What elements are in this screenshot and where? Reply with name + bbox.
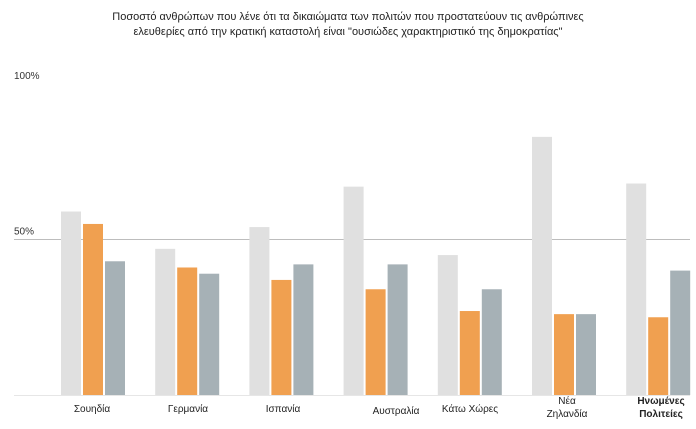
bar-1-series-2 [83,223,103,395]
category-label-7: Ηνωμένες Πολιτείες [637,396,684,420]
y-tick-label-50: 50% [14,227,34,238]
labels: Σουηδία Γερμανία Ισπανία Αυστραλία Κάτω Χώρε… [74,395,685,420]
category-label-6-line-2: Ζηλανδία [547,408,588,420]
bar-3-series-3 [293,264,314,395]
chart-title-line-1: Ποσοστό ανθρώπων που λένε ότι τα δικαιώμ… [112,11,584,23]
bar-4-series-1 [343,186,364,395]
bar-2-series-3 [199,273,220,395]
category-label-6: Νέα Ζηλανδία [547,395,588,420]
category-label-2: Γερμανία [168,403,208,415]
bar-5-series-1 [437,255,458,395]
category-label-4-line-1: Αυστραλία [373,405,420,417]
category-label-1: Σουηδία [74,403,111,415]
bar-7-series-3 [670,270,691,395]
chart-title-line-2: ελευθερίες από την κρατική καταστολή είν… [133,26,563,38]
category-label-5: Κάτω Χώρες [442,403,498,415]
bar-2-series-2 [177,267,198,395]
bar-6-series-1 [532,136,552,395]
category-label-3: Ισπανία [266,403,301,415]
bars [61,136,691,395]
category-label-5-line-1: Κάτω Χώρες [442,403,498,415]
category-label-7-line-1: Ηνωμένες [637,396,684,407]
y-tick-label-100: 100% [14,71,40,82]
category-label-7-line-2: Πολιτείες [639,409,683,420]
axes: 100% 50% [14,71,690,396]
bar-3-series-1 [249,227,270,395]
category-label-3-line-1: Ισπανία [266,403,301,415]
bar-4-series-2 [365,289,386,395]
category-label-2-line-1: Γερμανία [168,403,208,415]
chart-title: Ποσοστό ανθρώπων που λένε ότι τα δικαιώμ… [0,10,696,40]
bar-4-series-3 [387,264,408,395]
category-label-4: Αυστραλία [373,405,420,417]
bar-7-series-1 [626,183,647,395]
bar-7-series-2 [648,317,669,395]
bar-1-series-1 [61,211,81,395]
bar-5-series-3 [481,289,502,395]
bar-5-series-2 [459,311,480,395]
bar-2-series-1 [155,248,176,395]
bar-6-series-3 [576,314,596,395]
bar-1-series-3 [105,261,125,395]
bar-3-series-2 [271,279,292,395]
category-label-1-line-1: Σουηδία [74,403,111,415]
category-label-6-line-1: Νέα [558,395,576,407]
bar-6-series-2 [554,314,574,395]
